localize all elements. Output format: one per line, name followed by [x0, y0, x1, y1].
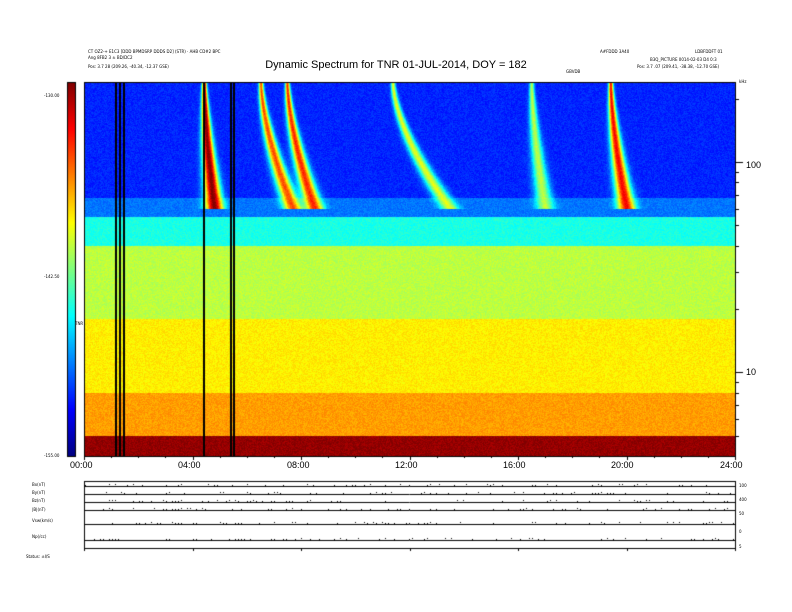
trace-label-2: By(nT) [32, 490, 46, 495]
chart-title: Dynamic Spectrum for TNR 01-JUL-2014, DO… [265, 59, 527, 71]
header-right-line3: B3Q_PICTURE 0014-02-03 D4 0:3 [650, 57, 717, 62]
bottom-right-tick-4: 0 [739, 529, 742, 534]
bottom-right-tick-1: 100 [739, 483, 747, 488]
colorbar-label-max: -130.00 [44, 93, 60, 98]
frequency-unit-label: kHz [739, 79, 747, 84]
x-tick-label-1: 04:00 [178, 460, 201, 470]
x-tick-label-6: 24:00 [720, 460, 743, 470]
colorbar-side-label: TNR [75, 321, 84, 326]
trace-label-3: Bz(nT) [32, 498, 45, 503]
y-tick-label-100: 100 [746, 160, 762, 170]
header-right-line2: LDBFDDFT 01 [695, 49, 723, 54]
x-tick-label-5: 20:00 [611, 460, 634, 470]
x-tick-label-4: 16:00 [503, 460, 526, 470]
header-left-line1: CT OZ2-+ E1C3 [DDD BPMDSRP DDDS D2] (STR… [88, 49, 221, 54]
position-start-label: Pos: 3.7 28 (209.26, -40.34, -12.37 GSE) [88, 64, 169, 69]
colorbar-label-mid: -142.50 [44, 274, 60, 279]
trace-label-5: Vsw(km/s) [32, 518, 53, 523]
position-end-label: Pos: 3.7 .07 (209.41, -38.38, -12.70 GSE… [637, 64, 720, 69]
colorbar-label-min: -155.00 [44, 453, 60, 458]
y-tick-label-10: 10 [746, 367, 757, 377]
header-right-line1: A#FDDD 3A40 [600, 49, 630, 54]
x-tick-label-0: 00:00 [70, 460, 93, 470]
bottom-right-tick-5: 5 [739, 544, 742, 549]
bottom-right-tick-3: 50 [739, 511, 745, 516]
mid-label: GBVDB [566, 69, 581, 74]
bottom-right-tick-2: 400 [739, 497, 747, 502]
x-tick-label-2: 08:00 [287, 460, 310, 470]
status-label: Status: ±I/S [26, 554, 50, 559]
trace-label-6: Np(/cc) [32, 534, 47, 539]
trace-label-1: Bx(nT) [32, 482, 46, 487]
x-tick-label-3: 12:00 [395, 460, 418, 470]
header-left-line2: Ang 8FB2 3 ± BD/DC2 [88, 55, 133, 60]
trace-label-4: |B|(nT) [32, 507, 46, 512]
